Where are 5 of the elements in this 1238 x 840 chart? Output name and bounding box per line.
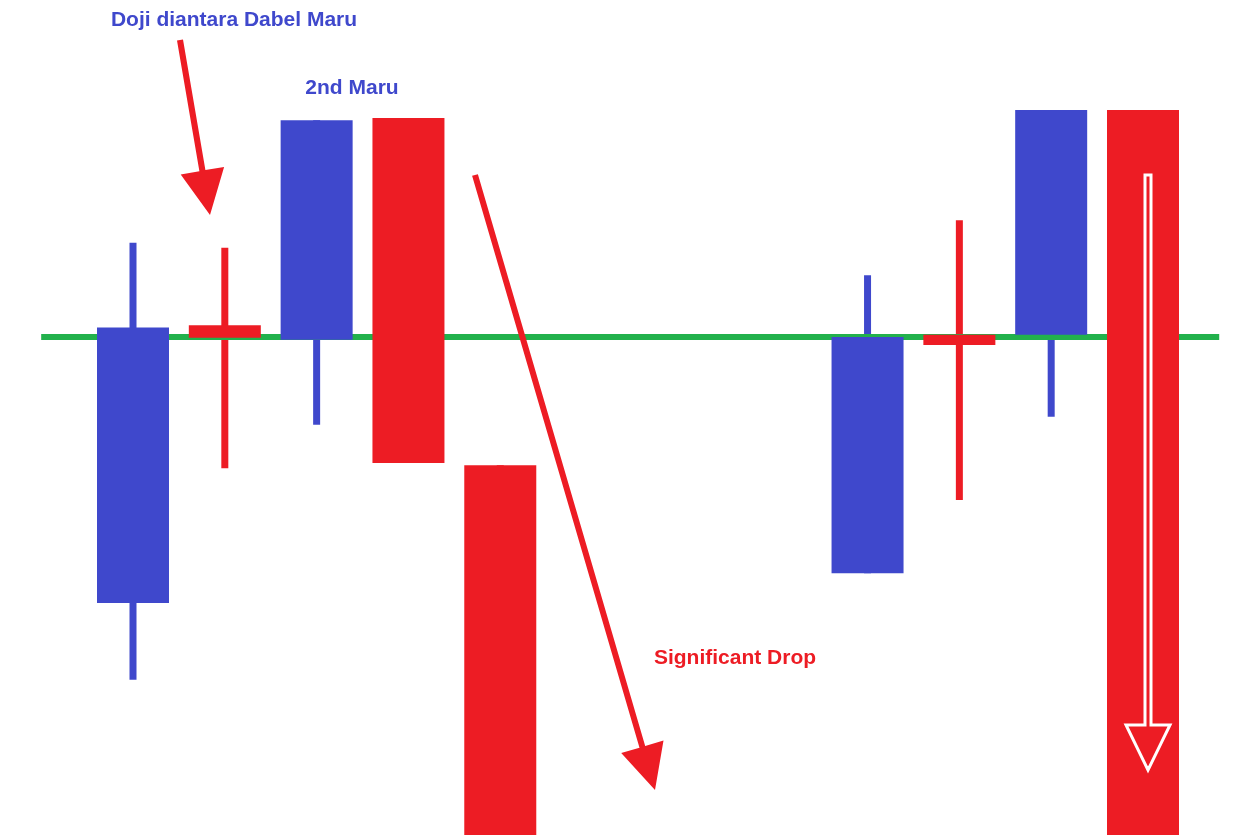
- text: Doji diantara Dabel Maru: [110, 7, 358, 30]
- text: 2nd Maru: [305, 75, 399, 98]
- candlestick: [188, 247, 261, 469]
- candlestick: [923, 220, 996, 501]
- annotation: Significant Drop: [653, 645, 817, 668]
